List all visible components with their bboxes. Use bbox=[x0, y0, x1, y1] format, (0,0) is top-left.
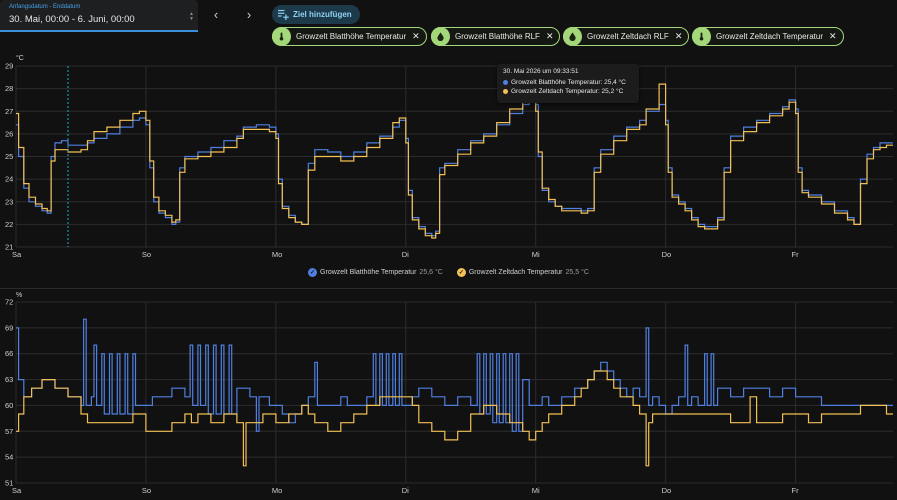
add-target-button[interactable]: Ziel hinzufügen bbox=[272, 5, 360, 24]
x-tick-label: So bbox=[142, 486, 151, 495]
y-tick-label: 28 bbox=[5, 84, 13, 93]
legend-item-value: 25,5 °C bbox=[565, 268, 589, 276]
series-line bbox=[16, 83, 893, 239]
tooltip-title: 30. Mai 2026 um 09:33:51 bbox=[503, 68, 579, 75]
series-line bbox=[16, 370, 893, 467]
x-tick-label: Sa bbox=[12, 486, 22, 495]
checkmark-icon: ✓ bbox=[456, 267, 466, 277]
close-icon[interactable]: ✕ bbox=[412, 31, 420, 41]
y-tick-label: 66 bbox=[5, 349, 13, 358]
tooltip-row: Growzelt Blatthöhe Temperatur: 25,4 °C bbox=[503, 79, 633, 86]
y-tick-label: 57 bbox=[5, 427, 13, 436]
x-tick-label: Mo bbox=[272, 486, 282, 495]
y-tick-label: 25 bbox=[5, 152, 13, 161]
chip-zeltdach-rlf[interactable]: Growzelt Zeltdach RLF ✕ bbox=[563, 27, 690, 46]
series-dot-icon bbox=[503, 89, 508, 94]
y-tick-label: 60 bbox=[5, 401, 13, 410]
add-target-label: Ziel hinzufügen bbox=[293, 10, 352, 19]
temperature-chart[interactable]: 21 22 23 24 25 26 27 28 29 Sa So Mo Di Mi Do Fr bbox=[0, 60, 897, 265]
x-tick-label: Do bbox=[662, 486, 672, 495]
chip-label: Growzelt Blatthöhe Temperatur bbox=[296, 32, 407, 41]
y-tick-label: 27 bbox=[5, 107, 13, 116]
water-drop-icon bbox=[563, 27, 582, 46]
tooltip-row: Growzelt Zeltdach Temperatur: 25,2 °C bbox=[503, 88, 633, 95]
date-range-value[interactable]: 30. Mai, 00:00 - 6. Juni, 00:00 bbox=[9, 14, 135, 25]
y-tick-label: 69 bbox=[5, 323, 13, 332]
y-tick-label: 63 bbox=[5, 375, 13, 384]
chip-blatthoehe-rlf[interactable]: Growzelt Blatthöhe RLF ✕ bbox=[431, 27, 561, 46]
x-tick-label: Mi bbox=[532, 250, 540, 259]
date-range-label: Anfangsdatum - Enddatum bbox=[9, 4, 81, 10]
chip-label: Growzelt Zeltdach Temperatur bbox=[716, 32, 824, 41]
humidity-chart-svg[interactable]: 51 54 57 60 63 66 69 72 Sa So Mo Di Mi Do Fr bbox=[0, 297, 897, 500]
tooltip-row-text: Growzelt Blatthöhe Temperatur: 25,4 °C bbox=[511, 79, 626, 86]
x-tick-label: Sa bbox=[12, 250, 22, 259]
chart-tooltip: 30. Mai 2026 um 09:33:51 Growzelt Blatth… bbox=[497, 64, 639, 103]
previous-period-button[interactable]: ‹ bbox=[213, 7, 219, 22]
thermometer-icon bbox=[692, 27, 711, 46]
y-tick-label: 72 bbox=[5, 298, 13, 307]
water-drop-icon bbox=[431, 27, 450, 46]
y-tick-label: 21 bbox=[5, 243, 13, 252]
chip-blatthoehe-temperatur[interactable]: Growzelt Blatthöhe Temperatur ✕ bbox=[272, 27, 427, 46]
legend-item-name: Growzelt Blatthöhe Temperatur bbox=[320, 268, 417, 276]
legend-item-name: Growzelt Zeltdach Temperatur bbox=[468, 268, 563, 276]
x-tick-label: Mo bbox=[272, 250, 282, 259]
x-tick-label: Fr bbox=[792, 486, 800, 495]
y-tick-label: 26 bbox=[5, 129, 13, 138]
chip-label: Growzelt Zeltdach RLF bbox=[587, 32, 669, 41]
y-tick-label: 54 bbox=[5, 453, 13, 462]
temperature-unit-label: °C bbox=[16, 55, 24, 62]
x-tick-label: Di bbox=[402, 250, 409, 259]
x-tick-label: So bbox=[142, 250, 151, 259]
add-list-icon bbox=[278, 9, 289, 20]
humidity-chart[interactable]: 51 54 57 60 63 66 69 72 Sa So Mo Di Mi Do Fr bbox=[0, 297, 897, 500]
thermometer-icon bbox=[272, 27, 291, 46]
checkmark-icon: ✓ bbox=[308, 267, 318, 277]
chip-label: Growzelt Blatthöhe RLF bbox=[455, 32, 540, 41]
tooltip-row-text: Growzelt Zeltdach Temperatur: 25,2 °C bbox=[511, 88, 624, 95]
temperature-legend: ✓ Growzelt Blatthöhe Temperatur 25,6 °C … bbox=[0, 266, 897, 278]
legend-item-value: 25,6 °C bbox=[419, 268, 443, 276]
x-tick-label: Do bbox=[662, 250, 672, 259]
y-tick-label: 23 bbox=[5, 197, 13, 206]
close-icon[interactable]: ✕ bbox=[545, 31, 554, 41]
x-tick-label: Fr bbox=[792, 250, 800, 259]
close-icon[interactable]: ✕ bbox=[674, 31, 683, 41]
close-icon[interactable]: ✕ bbox=[829, 31, 837, 41]
y-tick-label: 29 bbox=[5, 62, 13, 71]
temperature-chart-svg[interactable]: 21 22 23 24 25 26 27 28 29 Sa So Mo Di Mi Do Fr bbox=[0, 60, 897, 265]
toolbar: Anfangsdatum - Enddatum 30. Mai, 00:00 -… bbox=[0, 0, 897, 56]
x-tick-label: Mi bbox=[532, 486, 540, 495]
series-line bbox=[16, 318, 893, 432]
y-tick-label: 22 bbox=[5, 220, 13, 229]
chart-divider bbox=[0, 288, 897, 289]
y-tick-label: 51 bbox=[5, 479, 13, 488]
legend-item-zeltdach-temperatur[interactable]: ✓ Growzelt Zeltdach Temperatur 25,5 °C bbox=[456, 266, 589, 278]
legend-item-blatthoehe-temperatur[interactable]: ✓ Growzelt Blatthöhe Temperatur 25,6 °C bbox=[308, 266, 443, 278]
series-dot-icon bbox=[503, 80, 508, 85]
date-range-picker[interactable]: Anfangsdatum - Enddatum 30. Mai, 00:00 -… bbox=[0, 0, 198, 32]
chip-zeltdach-temperatur[interactable]: Growzelt Zeltdach Temperatur ✕ bbox=[692, 27, 844, 46]
date-range-spinner-icon[interactable]: ▲ ▼ bbox=[189, 11, 194, 22]
next-period-button[interactable]: › bbox=[246, 7, 252, 22]
humidity-unit-label: % bbox=[16, 292, 23, 299]
x-tick-label: Di bbox=[402, 486, 409, 495]
y-tick-label: 24 bbox=[5, 175, 13, 184]
